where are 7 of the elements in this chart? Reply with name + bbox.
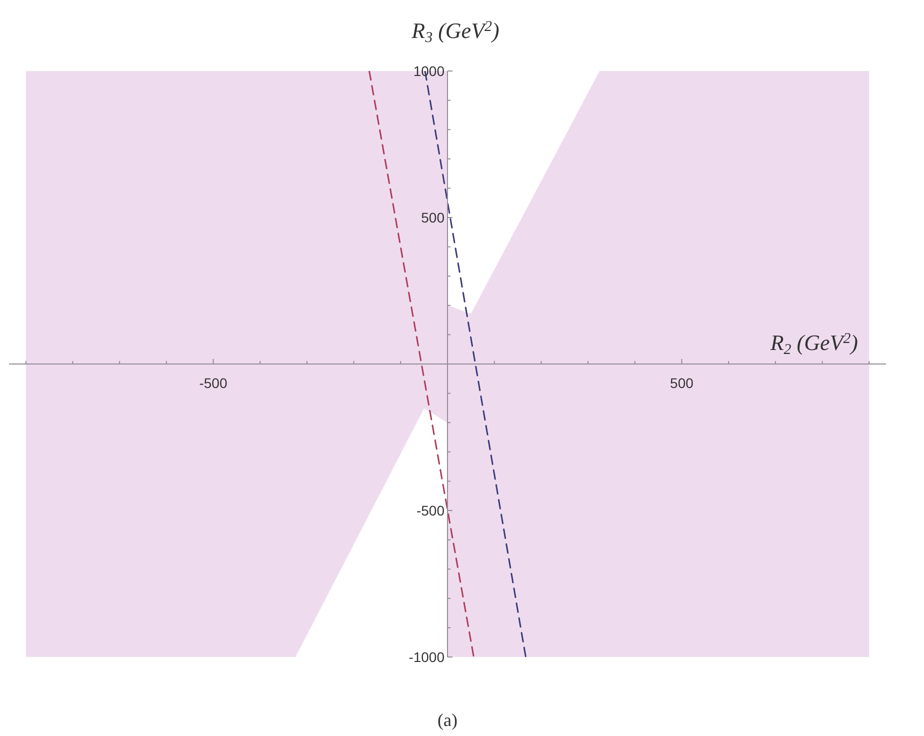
y-tick-label: 1000: [413, 62, 445, 79]
x-axis-title: R$_{2}$ (GeV$^{2}$): [769, 330, 858, 358]
y-axis-title: R$_{3}$ (GeV$^{2}$): [410, 18, 500, 46]
y-tick-label: 500: [421, 209, 445, 226]
text: (a): [436, 710, 458, 730]
y-tick-label: -500: [416, 502, 445, 518]
y-tick-label: -1000: [408, 648, 445, 665]
